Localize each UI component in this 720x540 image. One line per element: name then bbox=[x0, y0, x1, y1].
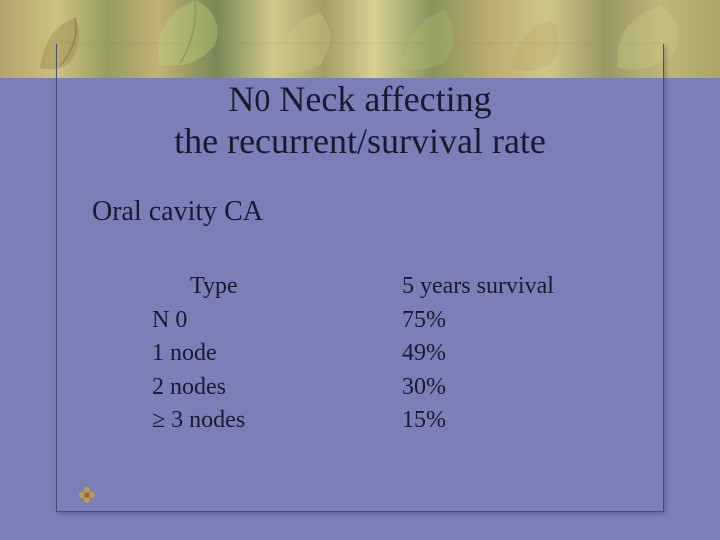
table-row: ≥ 3 nodes 15% bbox=[152, 404, 620, 438]
cell-type: ≥ 3 nodes bbox=[152, 404, 402, 438]
cell-survival: 30% bbox=[402, 371, 620, 405]
header-type: Type bbox=[152, 270, 402, 304]
table-header-row: Type 5 years survival bbox=[152, 270, 620, 304]
table-row: 1 node 49% bbox=[152, 337, 620, 371]
title-line1-subscript: 0 bbox=[254, 82, 270, 118]
cell-survival: 75% bbox=[402, 304, 620, 338]
title-line1-prefix: N bbox=[228, 79, 254, 119]
cell-survival: 15% bbox=[402, 404, 620, 438]
cell-type: 1 node bbox=[152, 337, 402, 371]
slide-subtitle: Oral cavity CA bbox=[92, 196, 263, 228]
table-row: 2 nodes 30% bbox=[152, 371, 620, 405]
title-line2: the recurrent/survival rate bbox=[174, 121, 546, 161]
slide-title: N0 Neck affecting the recurrent/survival… bbox=[0, 78, 720, 163]
cell-survival: 49% bbox=[402, 337, 620, 371]
cell-type: 2 nodes bbox=[152, 371, 402, 405]
cell-type: N 0 bbox=[152, 304, 402, 338]
title-line1-rest: Neck affecting bbox=[270, 79, 491, 119]
survival-table: Type 5 years survival N 0 75% 1 node 49%… bbox=[152, 270, 620, 438]
flower-bullet-icon bbox=[78, 486, 96, 504]
header-survival: 5 years survival bbox=[402, 270, 620, 304]
table-row: N 0 75% bbox=[152, 304, 620, 338]
